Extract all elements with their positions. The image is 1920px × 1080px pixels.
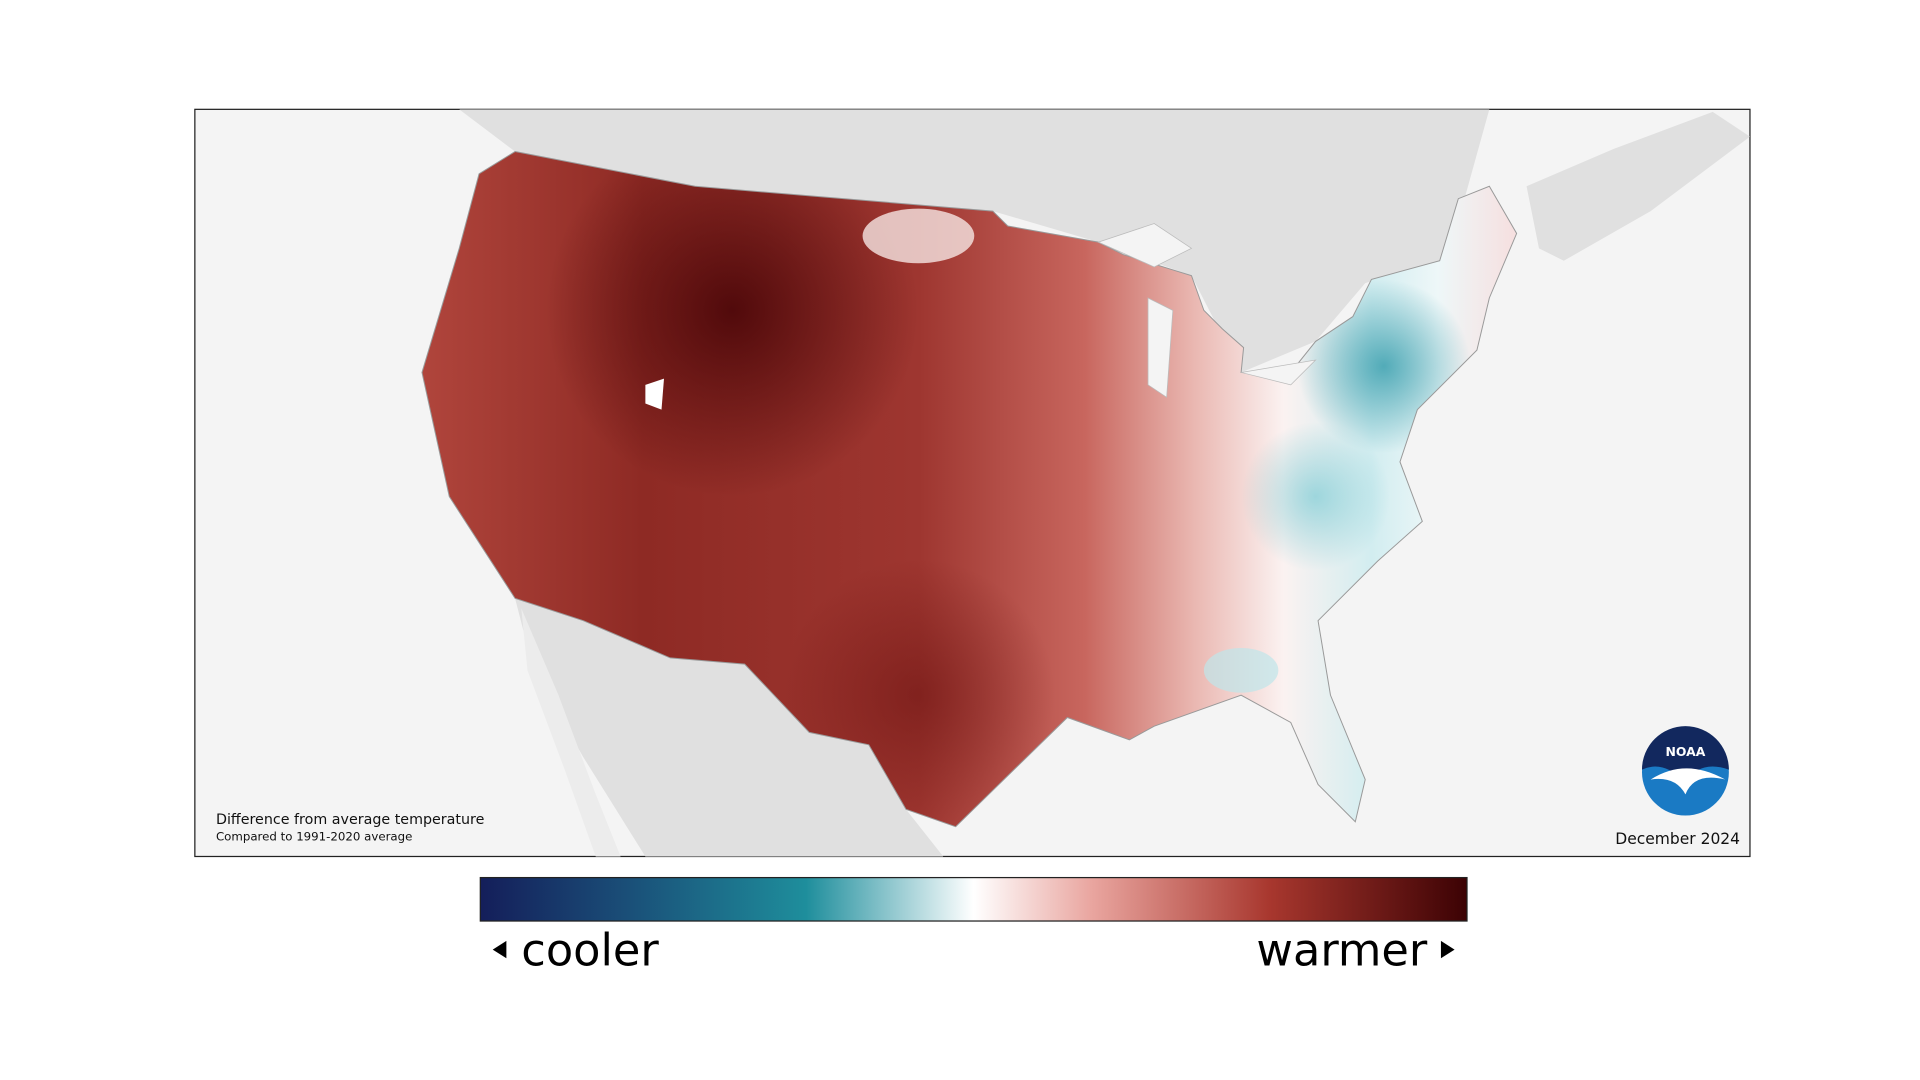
map-caption: Difference from average temperature — [216, 812, 485, 828]
logo-text: NOAA — [1666, 744, 1706, 759]
cooler-arrow — [492, 940, 507, 959]
map-date: December 2024 — [1615, 830, 1740, 848]
legend-low: cooler — [521, 925, 659, 977]
legend-high: warmer — [1256, 925, 1427, 977]
color-scale — [479, 876, 1468, 922]
map-subcaption: Compared to 1991-2020 average — [216, 829, 412, 843]
great-lakes — [1097, 223, 1317, 398]
mexico-land — [515, 598, 944, 857]
noaa-logo: NOAA — [1641, 726, 1729, 816]
canada-land-east — [1526, 111, 1750, 261]
salt-lake — [645, 378, 664, 410]
warmer-arrow — [1440, 940, 1455, 959]
canada-land — [459, 109, 1490, 373]
